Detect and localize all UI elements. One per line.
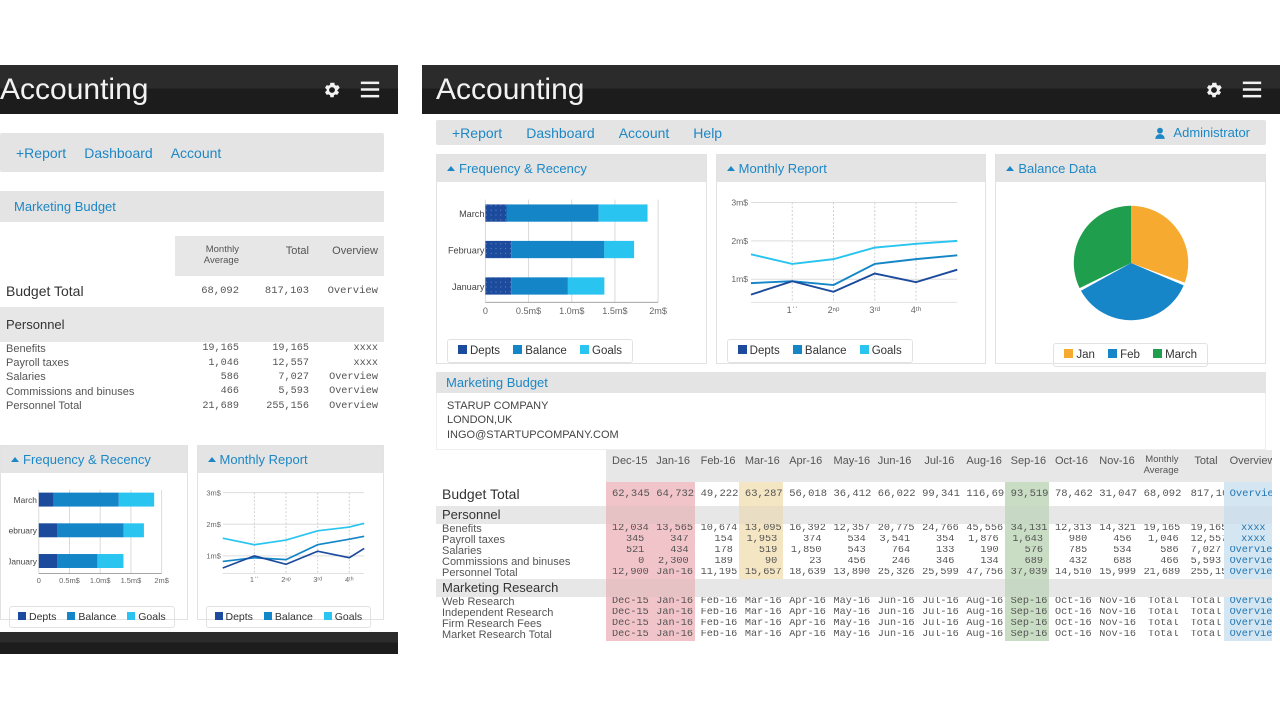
svg-text:1ˈˈ: 1ˈˈ: [786, 305, 797, 315]
svg-text:January: January: [452, 282, 485, 292]
svg-text:1ˈˈ: 1ˈˈ: [249, 575, 258, 584]
svg-text:1m$: 1m$: [206, 552, 221, 561]
svg-text:4ᵗʰ: 4ᵗʰ: [344, 575, 353, 584]
svg-text:2m$: 2m$: [649, 306, 667, 316]
svg-text:1.0m$: 1.0m$: [90, 576, 112, 585]
svg-text:February: February: [9, 526, 38, 536]
svg-text:January: January: [9, 557, 38, 567]
svg-text:2ⁿᵖ: 2ⁿᵖ: [827, 305, 839, 315]
svg-text:0.5m$: 0.5m$: [59, 576, 81, 585]
svg-text:1.5m$: 1.5m$: [121, 576, 143, 585]
svg-text:3ʳᵈ: 3ʳᵈ: [313, 575, 322, 584]
svg-text:0: 0: [483, 306, 488, 316]
svg-text:0.5m$: 0.5m$: [516, 306, 541, 316]
svg-text:3m$: 3m$: [206, 489, 221, 498]
svg-text:March: March: [14, 495, 38, 505]
svg-text:0: 0: [37, 576, 41, 585]
svg-text:1m$: 1m$: [731, 274, 748, 284]
svg-text:3ʳᵈ: 3ʳᵈ: [869, 305, 880, 315]
svg-text:February: February: [448, 245, 485, 255]
svg-text:4ᵗʰ: 4ᵗʰ: [910, 305, 921, 315]
svg-text:2m$: 2m$: [154, 576, 169, 585]
svg-text:1.0m$: 1.0m$: [559, 306, 584, 316]
svg-text:2m$: 2m$: [206, 520, 221, 529]
svg-text:2m$: 2m$: [731, 236, 748, 246]
svg-text:2ⁿᵖ: 2ⁿᵖ: [281, 575, 291, 584]
svg-text:3m$: 3m$: [731, 197, 748, 207]
svg-text:1.5m$: 1.5m$: [602, 306, 627, 316]
svg-text:March: March: [459, 209, 484, 219]
